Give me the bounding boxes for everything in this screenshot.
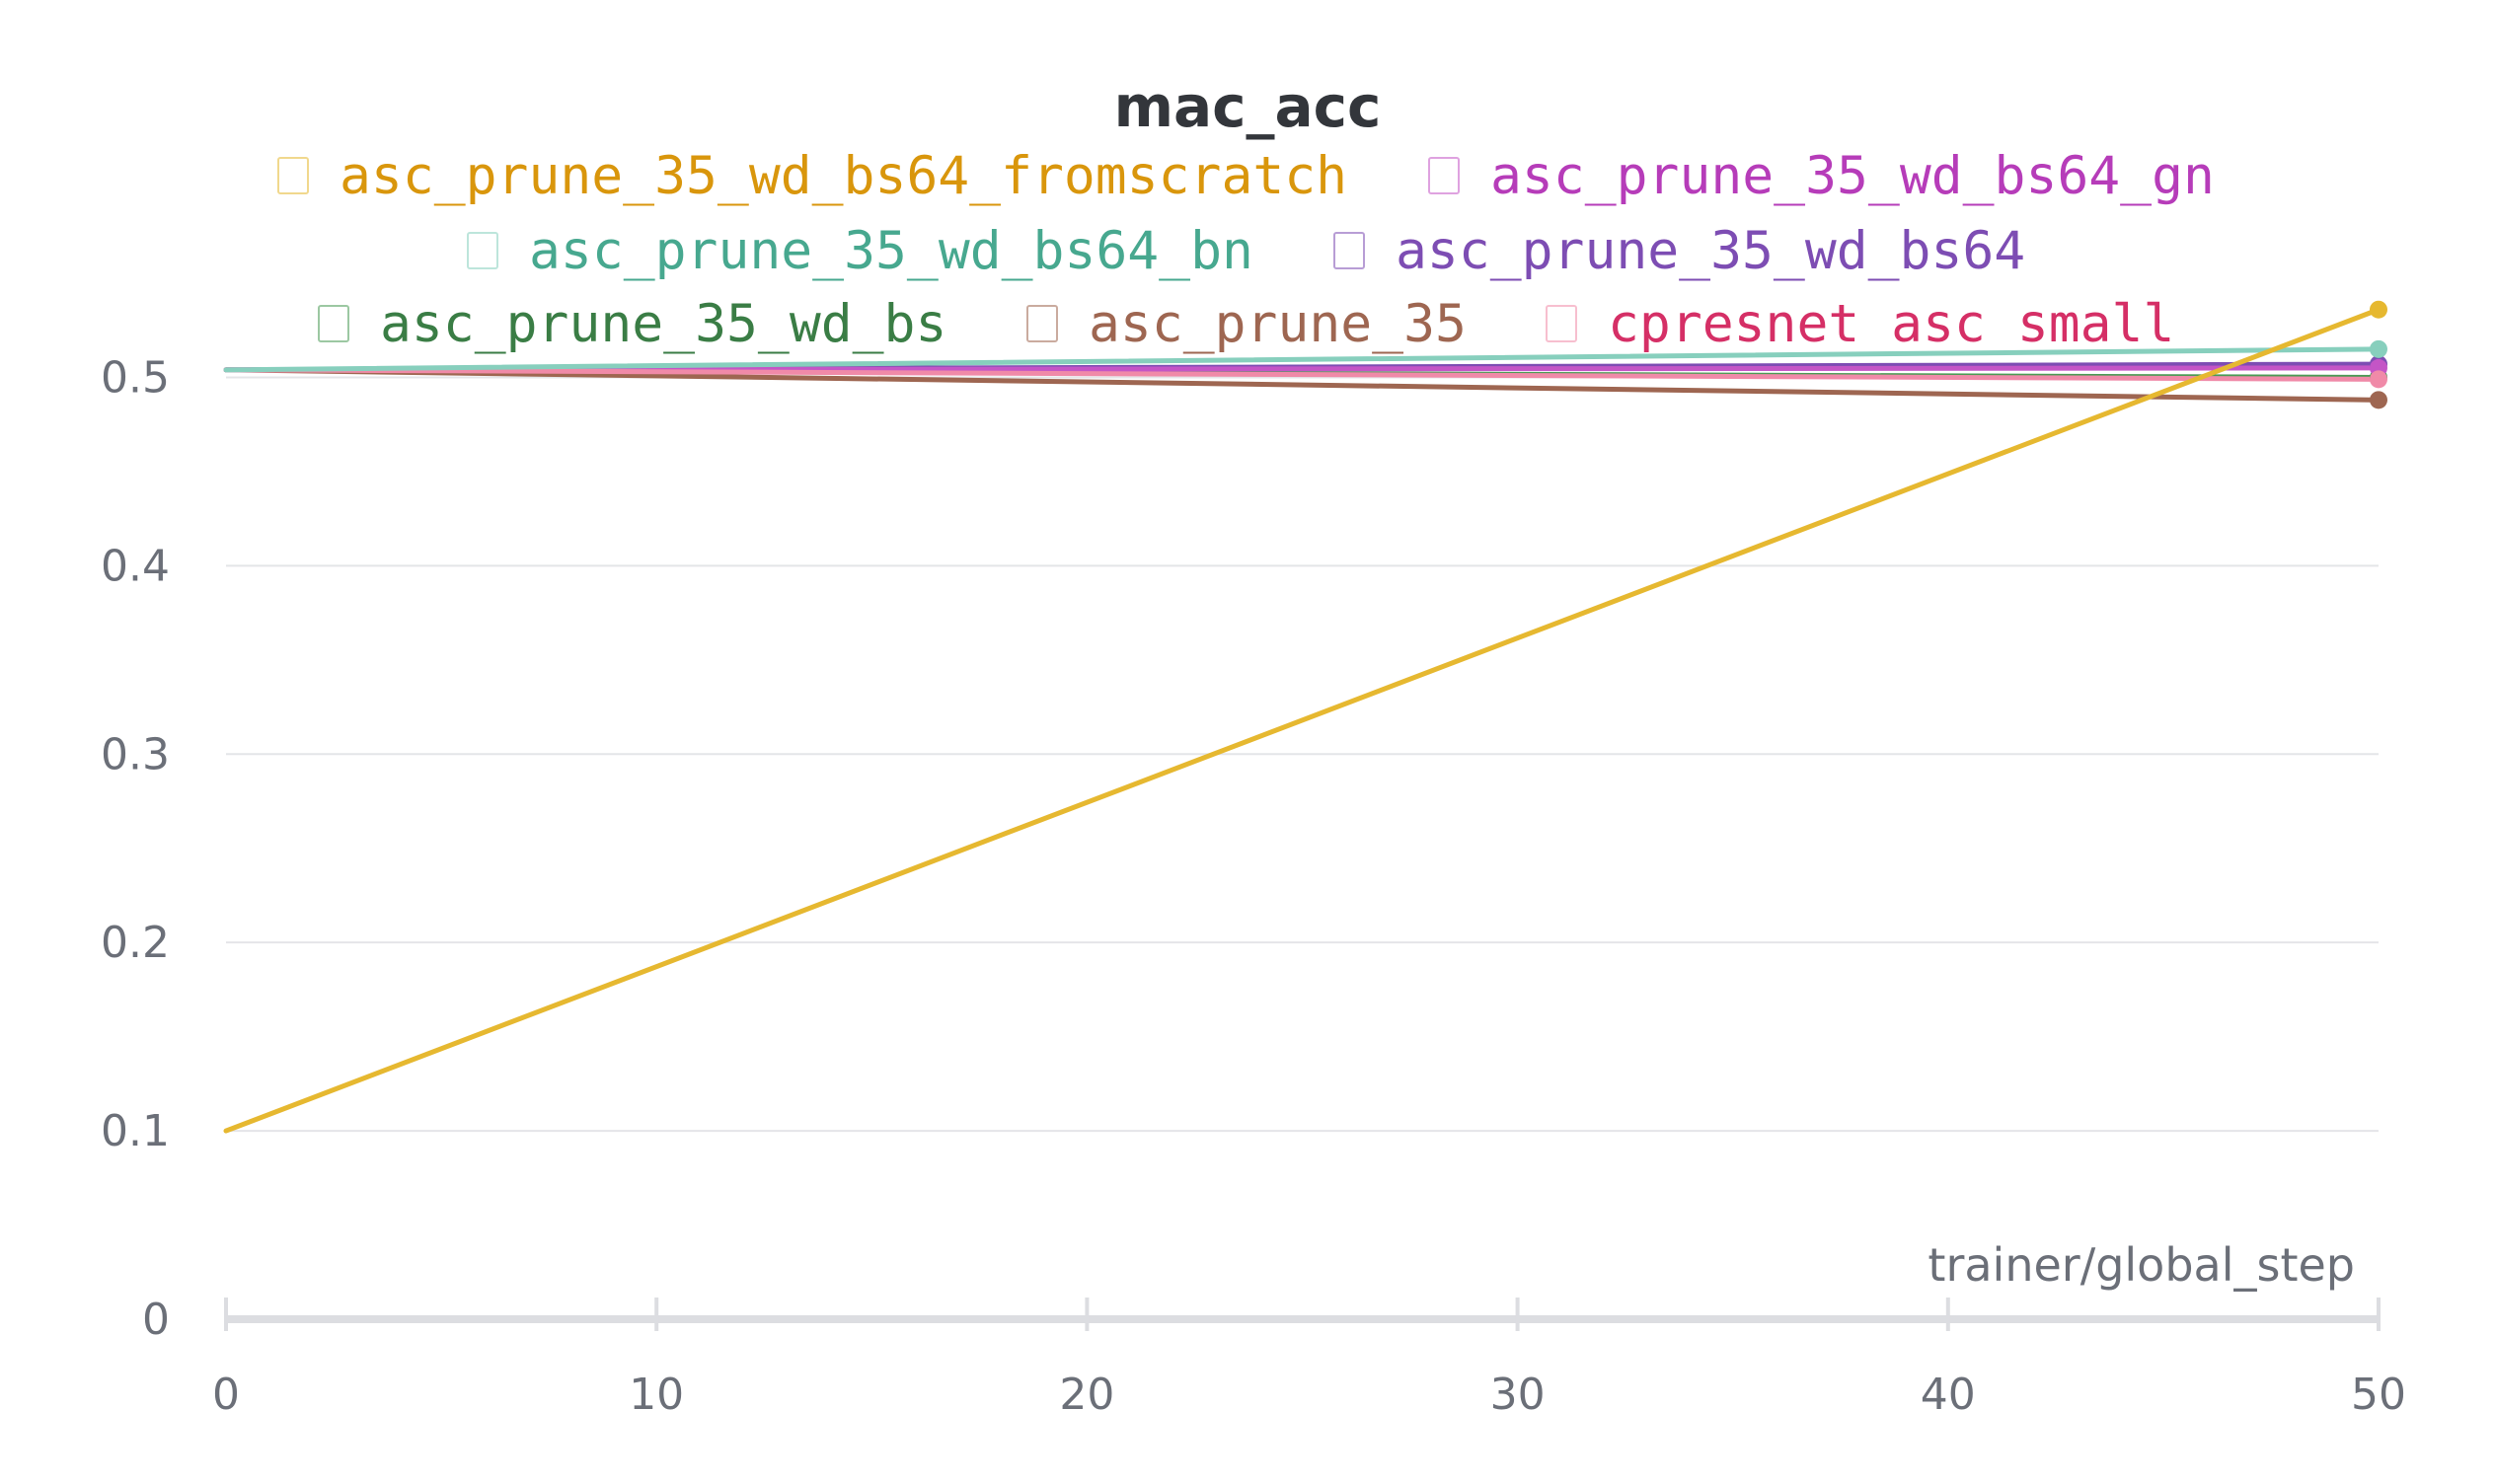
legend-item: cpresnet_asc_small xyxy=(1546,294,2174,354)
legend-label: asc_prune_35_wd_bs64_bn xyxy=(529,221,1253,281)
legend-item: asc_prune_35_wd_bs64 xyxy=(1333,221,2025,281)
y-tick-label: 0.2 xyxy=(101,918,170,968)
series-line xyxy=(223,367,2382,403)
y-tick-label: 0.3 xyxy=(101,729,170,779)
series-point xyxy=(2370,339,2387,358)
x-tick-label: 30 xyxy=(1490,1370,1546,1420)
x-axis: 0 10 20 30 40 50 xyxy=(212,1298,2406,1420)
legend-item: asc_prune_35_wd_bs64_gn xyxy=(1428,146,2215,206)
legend-swatch-icon xyxy=(1546,305,1577,342)
x-tick-label: 0 xyxy=(212,1370,240,1420)
series-lines xyxy=(223,300,2387,1134)
series-point xyxy=(2370,370,2387,389)
y-tick-label: 0 xyxy=(142,1295,170,1345)
legend-label: asc_prune_35_wd_bs64_fromscratch xyxy=(340,146,1347,206)
series-line xyxy=(223,346,2382,373)
legend-item: asc_prune_35_wd_bs xyxy=(318,294,946,354)
legend-swatch-icon xyxy=(1428,157,1460,194)
legend-label: asc_prune_35 xyxy=(1089,294,1467,354)
grid-lines xyxy=(226,376,2379,1133)
x-tick-label: 20 xyxy=(1059,1370,1114,1420)
series-point xyxy=(2370,391,2387,409)
legend-label: asc_prune_35_wd_bs64_gn xyxy=(1490,146,2215,206)
x-tick-label: 40 xyxy=(1921,1370,1976,1420)
series-point xyxy=(2370,300,2387,319)
legend-item: asc_prune_35_wd_bs64_fromscratch xyxy=(277,146,1347,206)
y-tick-label: 0.5 xyxy=(101,352,170,403)
y-tick-label: 0.1 xyxy=(101,1106,170,1156)
legend-item: asc_prune_35_wd_bs64_bn xyxy=(467,221,1253,281)
y-axis: 0 0.1 0.2 0.3 0.4 0.5 xyxy=(101,352,170,1345)
legend-swatch-icon xyxy=(277,157,309,194)
legend-swatch-icon xyxy=(318,305,349,342)
legend-swatch-icon xyxy=(1026,305,1058,342)
legend: asc_prune_35_wd_bs64_fromscratch asc_prun… xyxy=(277,146,2215,354)
legend-swatch-icon xyxy=(1333,232,1365,269)
y-tick-label: 0.4 xyxy=(101,541,170,591)
legend-label: asc_prune_35_wd_bs64 xyxy=(1396,221,2025,281)
x-axis-label: trainer/global_step xyxy=(1928,1238,2355,1292)
series-line xyxy=(223,367,2382,382)
series-line xyxy=(223,307,2382,1134)
legend-label: cpresnet_asc_small xyxy=(1608,294,2174,354)
legend-label: asc_prune_35_wd_bs xyxy=(380,294,946,354)
x-tick-label: 10 xyxy=(629,1370,684,1420)
legend-swatch-icon xyxy=(467,232,498,269)
x-tick-label: 50 xyxy=(2351,1370,2406,1420)
chart-title: mac_acc xyxy=(1114,73,1382,140)
legend-item: asc_prune_35 xyxy=(1026,294,1467,354)
